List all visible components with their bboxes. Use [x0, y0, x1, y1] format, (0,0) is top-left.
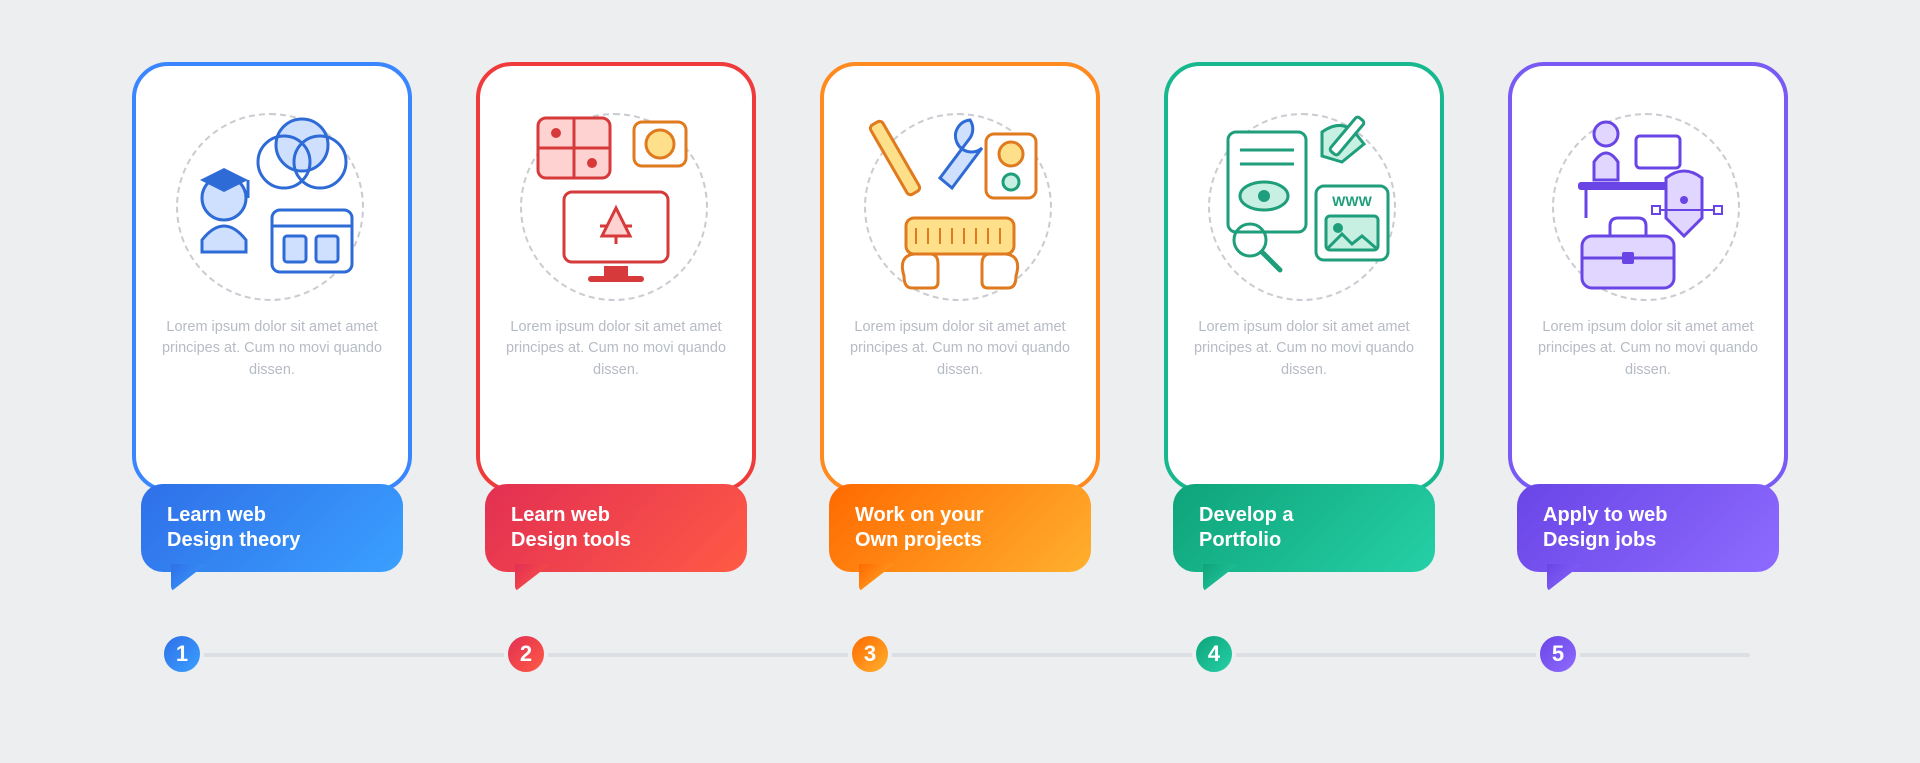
step-card: Lorem ipsum dolor sit amet amet principe… [132, 62, 412, 492]
jobs-icon [1548, 90, 1748, 295]
step-title-bubble: Work on your Own projects [829, 484, 1091, 572]
step-card: Lorem ipsum dolor sit amet amet principe… [1164, 62, 1444, 492]
step-description: Lorem ipsum dolor sit amet amet principe… [158, 317, 386, 382]
step-title: Learn web Design theory [167, 503, 300, 553]
step-description: Lorem ipsum dolor sit amet amet principe… [846, 317, 1074, 382]
step-title: Apply to web Design jobs [1543, 503, 1667, 553]
step-number-badge: 2 [504, 632, 548, 676]
step-number-badge: 5 [1536, 632, 1580, 676]
step-card: Lorem ipsum dolor sit amet amet principe… [1508, 62, 1788, 492]
step-card: Lorem ipsum dolor sit amet amet principe… [820, 62, 1100, 492]
tools-icon [516, 90, 716, 295]
step-title-bubble: Learn web Design theory [141, 484, 403, 572]
step-number-badge: 4 [1192, 632, 1236, 676]
step-title-bubble: Develop a Portfolio [1173, 484, 1435, 572]
step-number-badge: 1 [160, 632, 204, 676]
step-title-bubble: Learn web Design tools [485, 484, 747, 572]
portfolio-icon [1204, 90, 1404, 295]
step-title: Develop a Portfolio [1199, 503, 1293, 553]
theory-icon [172, 90, 372, 295]
step-description: Lorem ipsum dolor sit amet amet principe… [502, 317, 730, 382]
step-description: Lorem ipsum dolor sit amet amet principe… [1534, 317, 1762, 382]
projects-icon [860, 90, 1060, 295]
step-2: Lorem ipsum dolor sit amet amet principe… [466, 62, 766, 702]
step-3: Lorem ipsum dolor sit amet amet principe… [810, 62, 1110, 702]
step-number-badge: 3 [848, 632, 892, 676]
step-1: Lorem ipsum dolor sit amet amet principe… [122, 62, 422, 702]
step-description: Lorem ipsum dolor sit amet amet principe… [1190, 317, 1418, 382]
step-title-bubble: Apply to web Design jobs [1517, 484, 1779, 572]
step-card: Lorem ipsum dolor sit amet amet principe… [476, 62, 756, 492]
step-title: Learn web Design tools [511, 503, 631, 553]
infographic-stage: Lorem ipsum dolor sit amet amet principe… [100, 62, 1820, 702]
step-4: Lorem ipsum dolor sit amet amet principe… [1154, 62, 1454, 702]
steps-row: Lorem ipsum dolor sit amet amet principe… [100, 62, 1820, 702]
step-title: Work on your Own projects [855, 503, 984, 553]
step-5: Lorem ipsum dolor sit amet amet principe… [1498, 62, 1798, 702]
